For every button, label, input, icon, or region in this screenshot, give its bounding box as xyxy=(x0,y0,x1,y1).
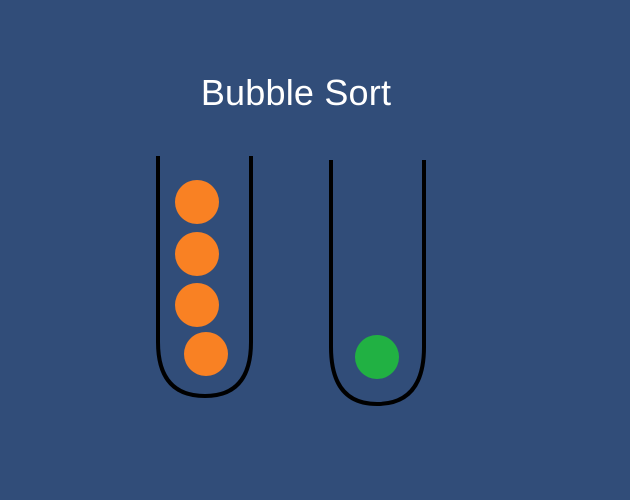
game-title: Bubble Sort xyxy=(200,72,392,113)
right-tube[interactable] xyxy=(329,160,426,406)
orange-ball[interactable] xyxy=(175,180,219,224)
green-ball[interactable] xyxy=(355,335,399,379)
orange-ball[interactable] xyxy=(175,283,219,327)
orange-ball[interactable] xyxy=(184,332,228,376)
orange-ball[interactable] xyxy=(175,232,219,276)
left-tube[interactable] xyxy=(156,156,253,398)
